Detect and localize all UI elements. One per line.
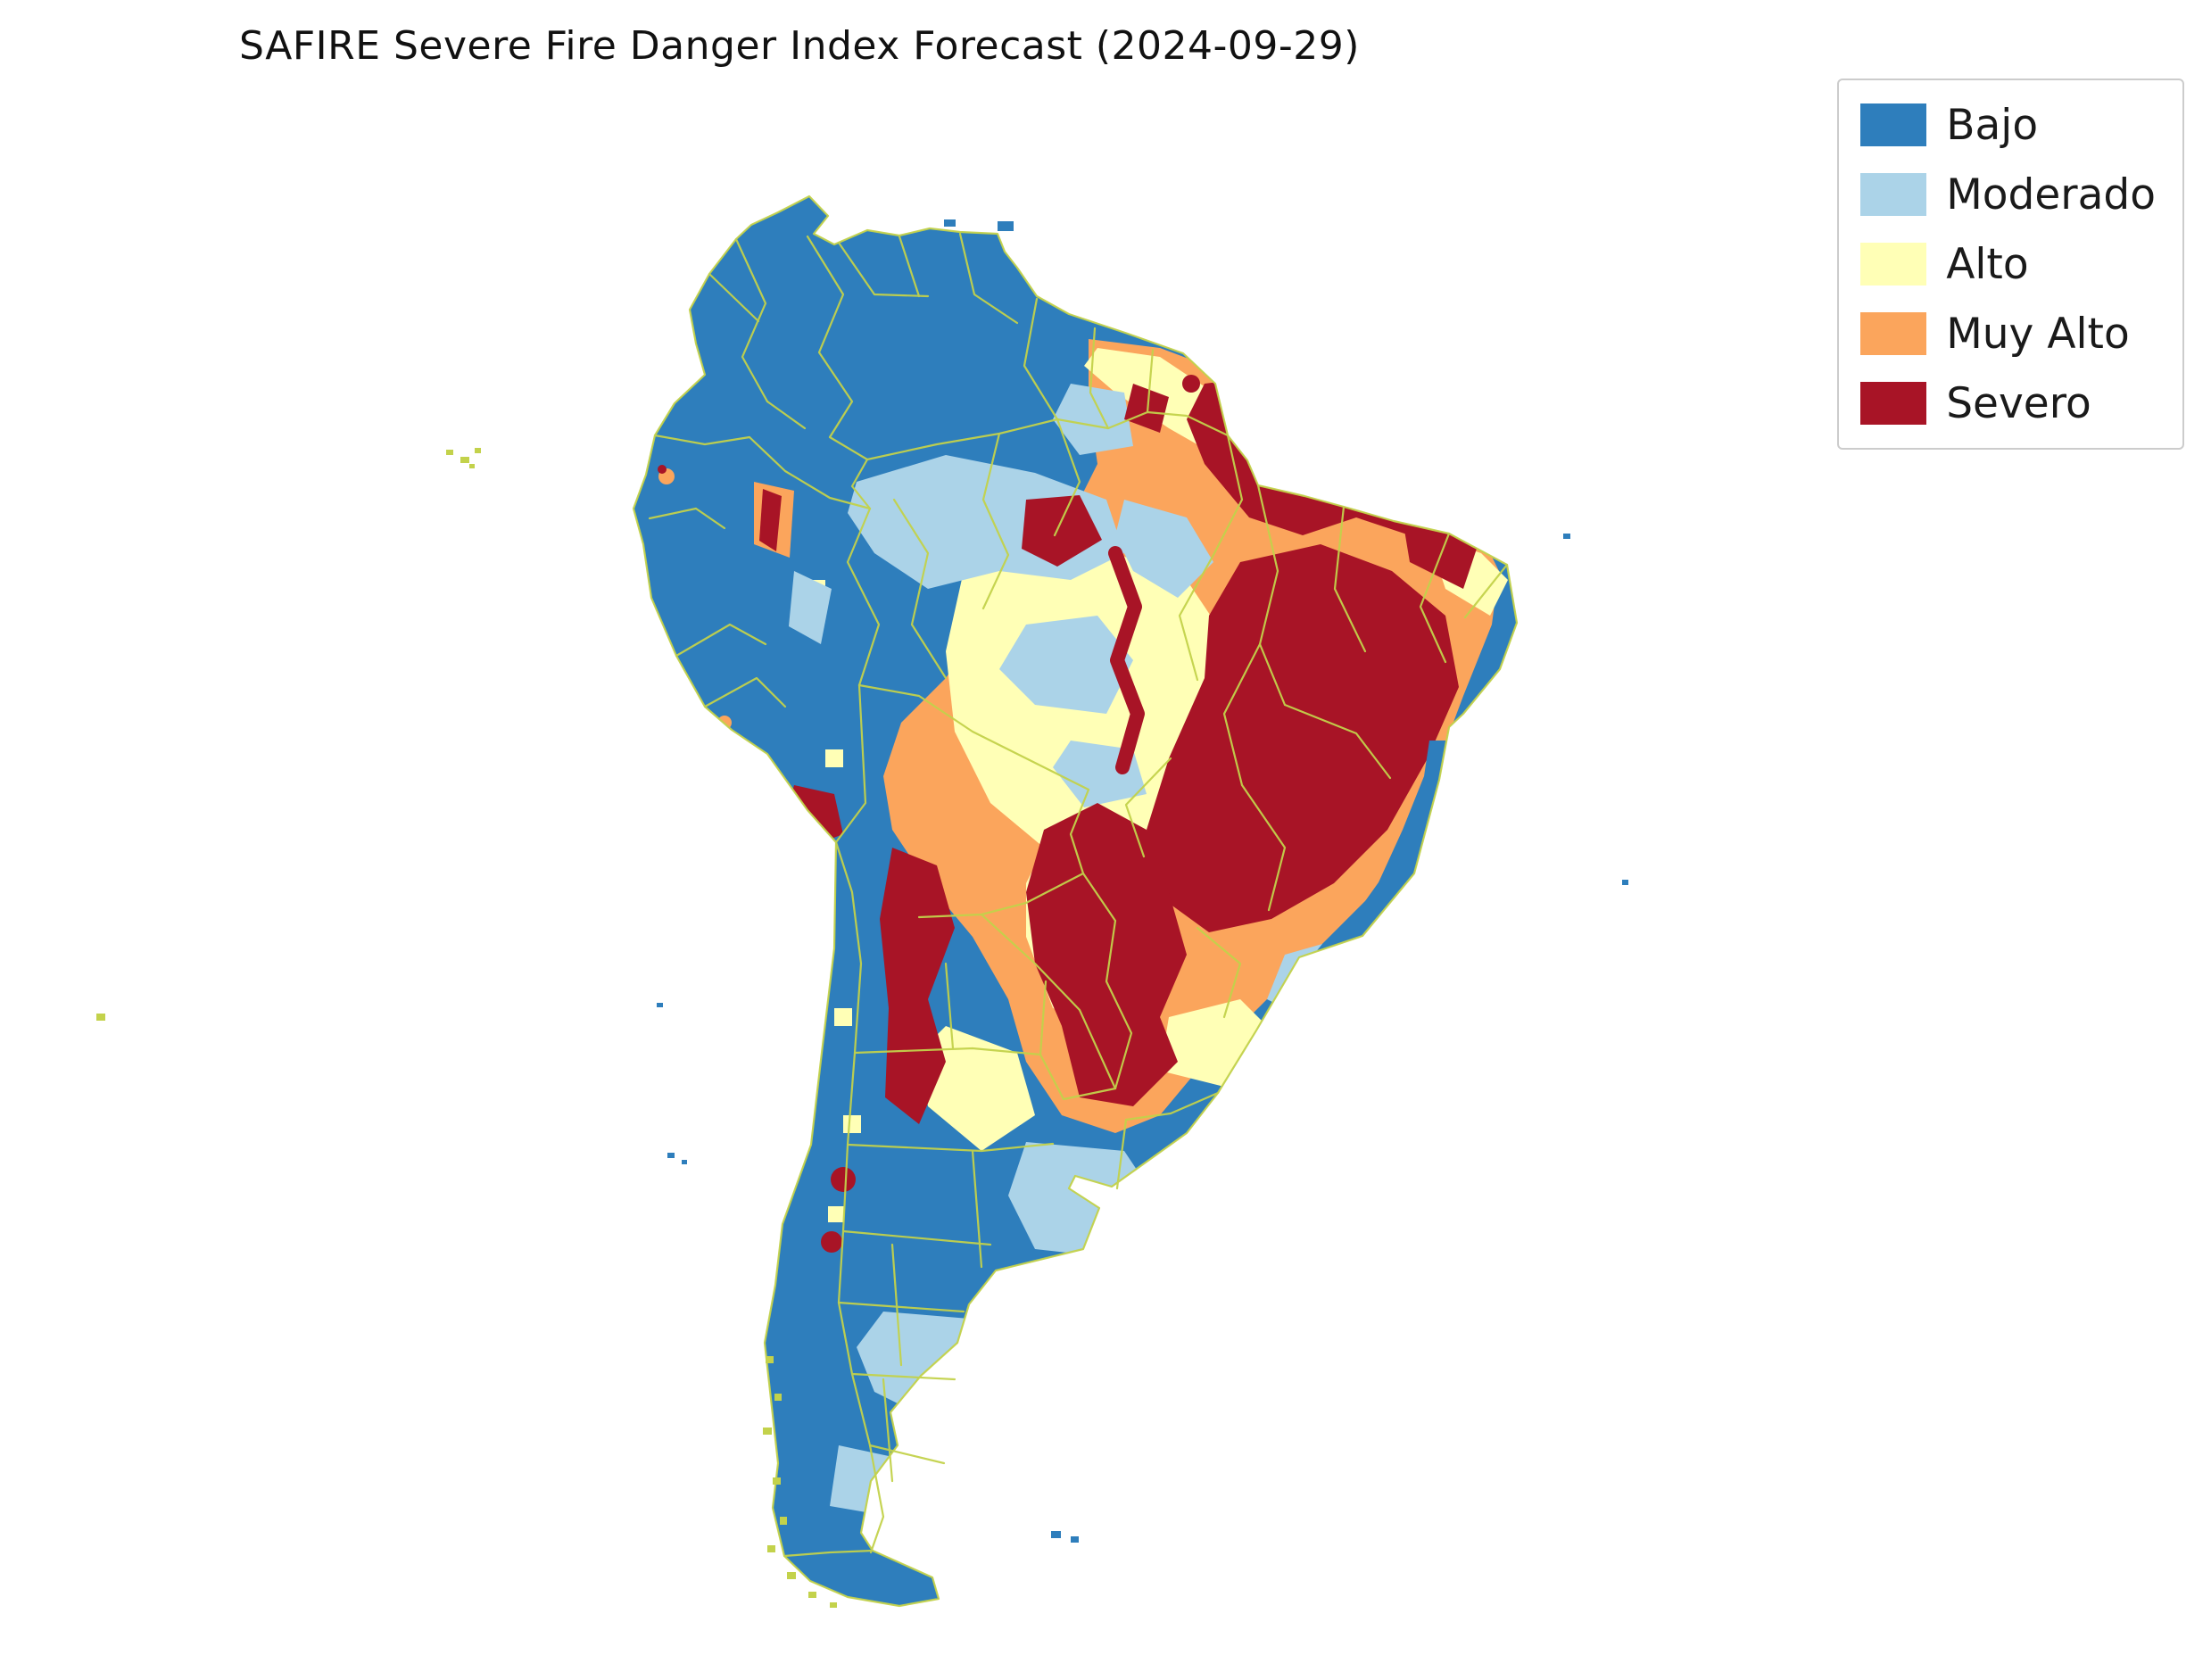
legend-swatch-muy-alto [1860, 312, 1927, 355]
fjord-islet [787, 1572, 796, 1579]
island-falkland-west [1051, 1531, 1061, 1538]
legend-item-bajo: Bajo [1860, 103, 2156, 146]
fjord-islet [830, 1602, 837, 1608]
legend-label-bajo: Bajo [1946, 100, 2039, 150]
island-galapagos [446, 450, 453, 455]
legend-swatch-bajo [1860, 103, 1927, 146]
offshore-islets [96, 448, 837, 1608]
admin-borders [632, 194, 1519, 1608]
island-galapagos-3 [475, 448, 481, 453]
legend-label-muy-alto: Muy Alto [1946, 309, 2130, 359]
fjord-islet [773, 1477, 781, 1485]
legend: Bajo Moderado Alto Muy Alto Severo [1837, 79, 2184, 450]
island-juan-fernandez-2 [682, 1160, 687, 1164]
legend-swatch-moderado [1860, 173, 1927, 216]
fjord-islet [767, 1545, 775, 1552]
island-trinidad [998, 221, 1014, 231]
island-noronha [1563, 534, 1570, 539]
island-falkland-east [1071, 1536, 1079, 1543]
fjord-islet [780, 1517, 787, 1525]
fjord-islet [774, 1394, 782, 1401]
fjord-islet [766, 1356, 774, 1363]
legend-item-moderado: Moderado [1860, 173, 2156, 216]
legend-swatch-severo [1860, 382, 1927, 425]
legend-swatch-alto [1860, 243, 1927, 286]
island-galapagos-2 [460, 457, 469, 463]
legend-label-alto: Alto [1946, 239, 2029, 289]
island-san-felix [657, 1003, 663, 1007]
island-easter [96, 1014, 105, 1021]
figure-title: SAFIRE Severe Fire Danger Index Forecast… [239, 23, 1360, 69]
fjord-islet [808, 1592, 816, 1598]
legend-label-severo: Severo [1946, 378, 2091, 428]
zone-bajo-base [633, 196, 1628, 1606]
zone-severo-corridor [1108, 546, 1145, 774]
legend-label-moderado: Moderado [1946, 170, 2156, 219]
fjord-islet [763, 1428, 772, 1435]
island-galapagos-4 [469, 464, 475, 468]
island-trindade [1622, 880, 1628, 885]
legend-item-muy-alto: Muy Alto [1860, 312, 2156, 355]
island-margarita [944, 219, 956, 227]
legend-item-severo: Severo [1860, 382, 2156, 425]
legend-item-alto: Alto [1860, 243, 2156, 286]
island-juan-fernandez [667, 1153, 675, 1158]
